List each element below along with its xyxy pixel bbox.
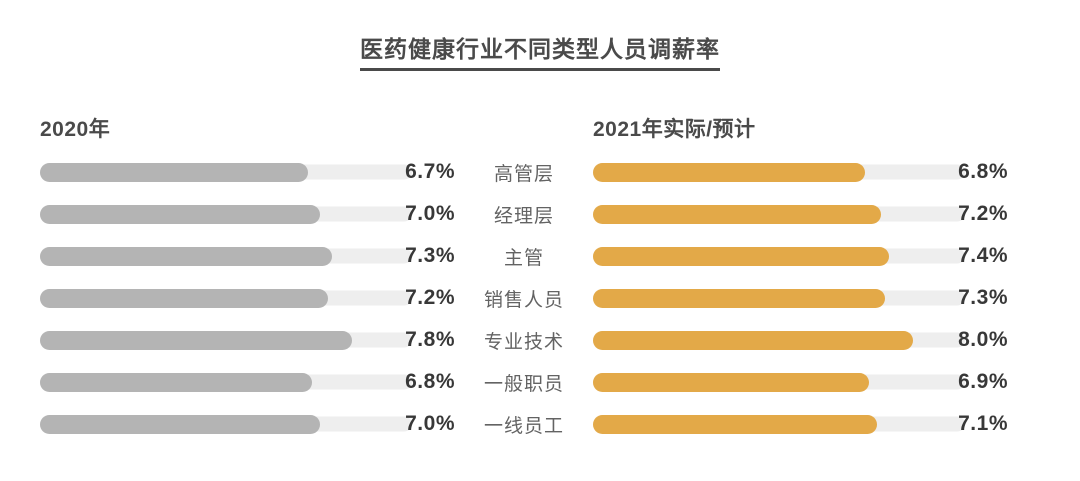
category-cell: 经理层 — [455, 201, 593, 228]
bar-track-2020 — [40, 246, 412, 266]
bar-track-2021 — [593, 372, 965, 392]
category-label: 一线员工 — [483, 415, 564, 437]
category-cell: 销售人员 — [455, 285, 593, 312]
bar-cell-2020: 7.8% — [40, 319, 455, 361]
bar-cell-2021: 7.1% — [593, 403, 1008, 445]
bar-value-2021: 7.3% — [958, 286, 1008, 309]
bar-cell-2021: 7.4% — [593, 235, 1008, 277]
bar-fill-2021 — [593, 288, 885, 308]
category-cell: 一般职员 — [455, 369, 593, 396]
bar-cell-2020: 7.0% — [40, 193, 455, 235]
bar-track-2020 — [40, 288, 412, 308]
chart-row: 7.0% 一线员工 7.1% — [40, 403, 1080, 445]
bar-fill-2020 — [40, 246, 332, 266]
series-header-right-cell: 2021年实际/预计 — [593, 115, 1008, 141]
chart-title: 医药健康行业不同类型人员调薪率 — [360, 30, 720, 71]
chart-row: 6.8% 一般职员 6.9% — [40, 361, 1080, 403]
chart-rows: 6.7% 高管层 6.8% 7.0% 经理层 7.2% — [40, 151, 1080, 445]
bar-track-2021 — [593, 288, 965, 308]
series-header-left-cell: 2020年 — [40, 115, 455, 141]
bar-value-2021: 6.8% — [958, 160, 1008, 183]
bar-cell-2020: 7.3% — [40, 235, 455, 277]
bar-value-2020: 7.0% — [405, 412, 455, 435]
bar-cell-2020: 7.2% — [40, 277, 455, 319]
category-label: 经理层 — [493, 205, 554, 227]
bar-fill-2020 — [40, 414, 320, 434]
grouped-bar-chart: 2020年 2021年实际/预计 6.7% 高管层 6.8% — [0, 115, 1080, 445]
bar-track-2020 — [40, 162, 412, 182]
bar-fill-2020 — [40, 162, 308, 182]
series-label-2020: 2020年 — [40, 118, 111, 141]
chart-row: 7.2% 销售人员 7.3% — [40, 277, 1080, 319]
series-header-row: 2020年 2021年实际/预计 — [40, 115, 1080, 141]
bar-cell-2020: 7.0% — [40, 403, 455, 445]
bar-fill-2021 — [593, 246, 889, 266]
bar-track-2020 — [40, 414, 412, 434]
chart-row: 7.0% 经理层 7.2% — [40, 193, 1080, 235]
bar-fill-2021 — [593, 162, 865, 182]
category-label: 主管 — [503, 247, 544, 269]
chart-row: 7.3% 主管 7.4% — [40, 235, 1080, 277]
category-cell: 高管层 — [455, 159, 593, 186]
bar-value-2020: 6.7% — [405, 160, 455, 183]
bar-cell-2021: 6.9% — [593, 361, 1008, 403]
bar-value-2020: 7.0% — [405, 202, 455, 225]
category-label: 高管层 — [493, 163, 554, 185]
bar-value-2021: 6.9% — [958, 370, 1008, 393]
bar-cell-2021: 6.8% — [593, 151, 1008, 193]
bar-cell-2021: 8.0% — [593, 319, 1008, 361]
bar-fill-2021 — [593, 372, 869, 392]
category-cell: 一线员工 — [455, 411, 593, 438]
bar-value-2021: 7.2% — [958, 202, 1008, 225]
bar-value-2020: 6.8% — [405, 370, 455, 393]
bar-value-2020: 7.3% — [405, 244, 455, 267]
bar-fill-2020 — [40, 372, 312, 392]
bar-value-2021: 7.4% — [958, 244, 1008, 267]
bar-cell-2021: 7.2% — [593, 193, 1008, 235]
bar-value-2020: 7.2% — [405, 286, 455, 309]
bar-cell-2020: 6.7% — [40, 151, 455, 193]
category-label: 专业技术 — [483, 331, 564, 353]
category-label: 销售人员 — [483, 289, 564, 311]
bar-cell-2021: 7.3% — [593, 277, 1008, 319]
category-label: 一般职员 — [483, 373, 564, 395]
bar-fill-2020 — [40, 204, 320, 224]
bar-track-2020 — [40, 204, 412, 224]
bar-track-2021 — [593, 204, 965, 224]
bar-cell-2020: 6.8% — [40, 361, 455, 403]
bar-value-2020: 7.8% — [405, 328, 455, 351]
chart-row: 7.8% 专业技术 8.0% — [40, 319, 1080, 361]
bar-track-2021 — [593, 162, 965, 182]
series-label-2021: 2021年实际/预计 — [593, 118, 756, 141]
bar-track-2020 — [40, 372, 412, 392]
bar-fill-2021 — [593, 330, 913, 350]
bar-fill-2021 — [593, 204, 881, 224]
bar-track-2020 — [40, 330, 412, 350]
category-cell: 专业技术 — [455, 327, 593, 354]
bar-track-2021 — [593, 414, 965, 434]
bar-fill-2021 — [593, 414, 877, 434]
bar-value-2021: 7.1% — [958, 412, 1008, 435]
bar-track-2021 — [593, 246, 965, 266]
chart-row: 6.7% 高管层 6.8% — [40, 151, 1080, 193]
bar-value-2021: 8.0% — [958, 328, 1008, 351]
bar-track-2021 — [593, 330, 965, 350]
category-cell: 主管 — [455, 243, 593, 270]
title-container: 医药健康行业不同类型人员调薪率 — [0, 0, 1080, 71]
bar-fill-2020 — [40, 288, 328, 308]
bar-fill-2020 — [40, 330, 352, 350]
